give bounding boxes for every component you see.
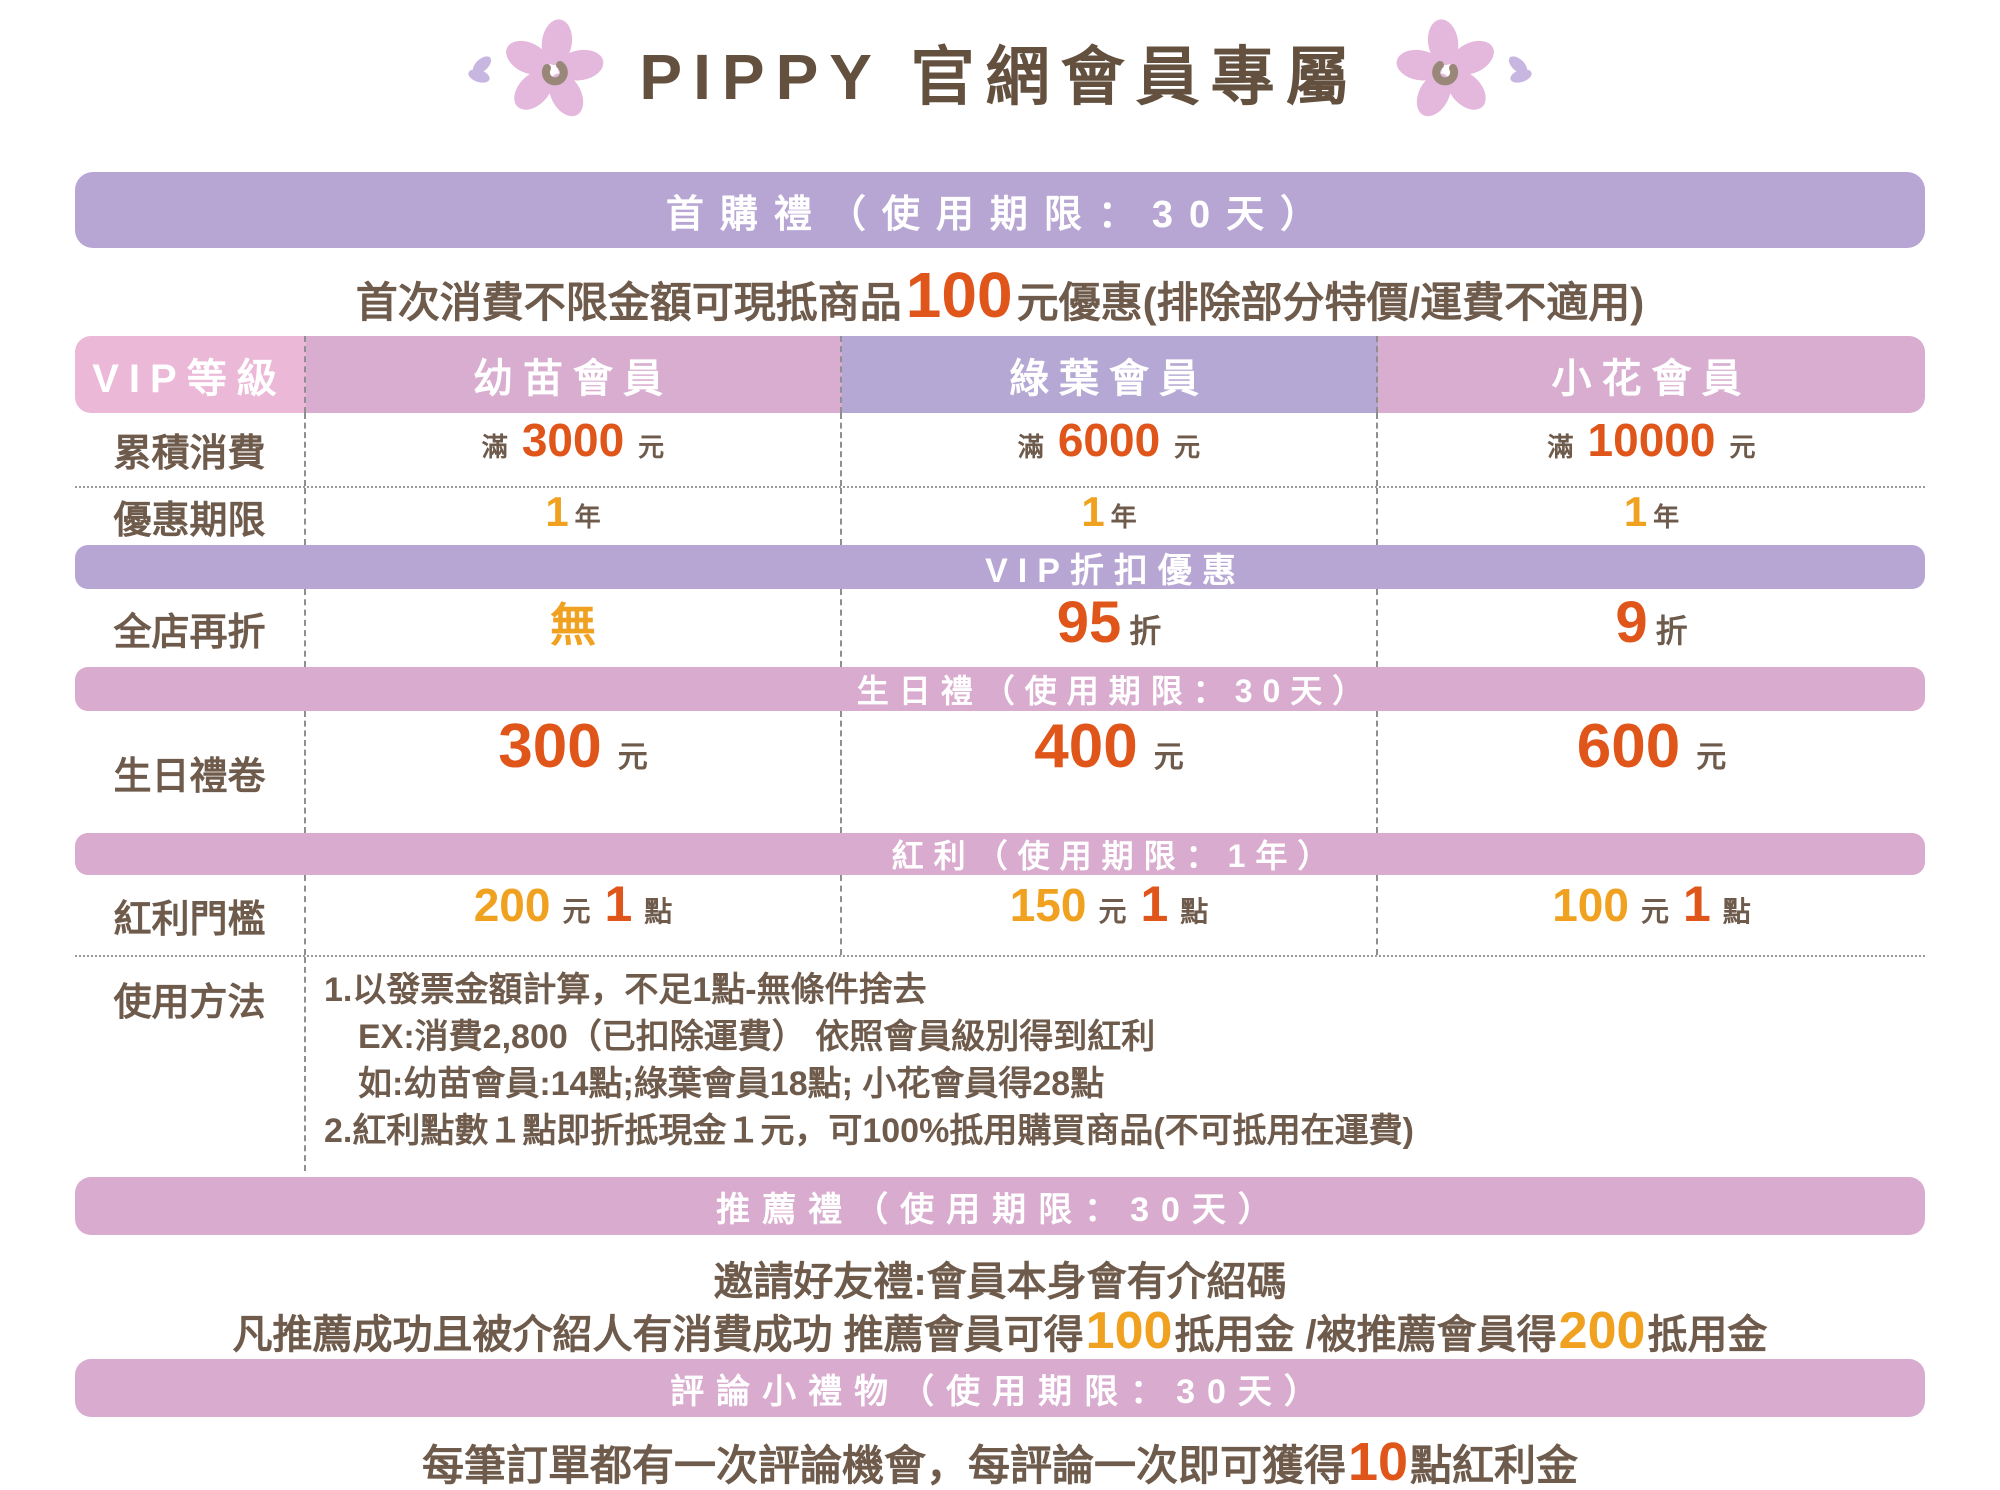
unit-yuan: 元 (638, 432, 665, 462)
points-value: 1 (604, 876, 633, 932)
sakura-flower-icon (468, 19, 604, 117)
petals (1396, 19, 1494, 117)
points-value: 1 (1682, 876, 1711, 932)
period-value: 1 (545, 488, 569, 535)
row-label: 使用方法 (113, 982, 266, 1024)
unit-man: 滿 (1547, 432, 1574, 462)
referral-gift-banner: 推薦禮（使用期限：30天） (75, 1177, 1925, 1235)
birthday-gift-banner: 生日禮（使用期限：30天） (75, 667, 1925, 711)
vip-discount-banner: VIP折扣優惠 (75, 545, 1925, 590)
review-post: 點紅利金 (1410, 1442, 1579, 1489)
referral-mid: 抵用金 /被推薦會員得 (1174, 1313, 1557, 1357)
referral-reward-line: 凡推薦成功且被介紹人有消費成功 推薦會員可得 100 抵用金 /被推薦會員得 2… (0, 1301, 2000, 1360)
row-bonus-threshold: 紅利門檻 200 元 1 點 150 元 1 點 100 元 1 點 (75, 875, 1925, 957)
membership-table: VIP等級 幼苗會員 綠葉會員 小花會員 累積消費 滿 3000 元 滿 6000 元 … (75, 336, 1925, 1171)
first-purchase-banner: 首購禮（使用期限：30天） (75, 172, 1925, 248)
spend-value: 3000 (521, 414, 625, 466)
unit-dian: 點 (1180, 896, 1209, 927)
threshold-value: 100 (1552, 879, 1629, 931)
unit-yuan: 元 (1174, 432, 1201, 462)
unit-zhe: 折 (1129, 613, 1162, 649)
sakura-flower-icon-mirrored (1396, 19, 1532, 117)
unit-yuan: 元 (1729, 432, 1756, 462)
petals (506, 19, 604, 117)
discount-none: 無 (550, 599, 596, 651)
usage-line-2: EX:消費2,800（已扣除運費） 依照會員級別得到紅利 (358, 1018, 1156, 1056)
header-littleflower-member: 小花會員 (1378, 336, 1925, 413)
bonus-points-banner: 紅利（使用期限：1年） (75, 833, 1925, 875)
usage-instructions: 1.以發票金額計算，不足1點-無條件捨去 EX:消費2,800（已扣除運費） 依… (306, 957, 1925, 1171)
unit-yuan: 元 (562, 896, 591, 927)
header-seedling-member: 幼苗會員 (306, 336, 842, 413)
unit-yuan: 元 (1153, 741, 1184, 774)
points-value: 1 (1140, 876, 1169, 932)
unit-dian: 點 (644, 896, 673, 927)
desc-amount: 100 (905, 259, 1013, 331)
discount-value: 95 (1056, 590, 1122, 655)
referral-post: 抵用金 (1647, 1313, 1768, 1357)
referral-amount-2: 200 (1558, 1302, 1646, 1360)
referral-amount-1: 100 (1085, 1302, 1173, 1360)
voucher-value: 600 (1576, 712, 1681, 781)
voucher-value: 400 (1034, 712, 1138, 781)
unit-yuan: 元 (1696, 741, 1727, 774)
review-gift-banner: 評論小禮物（使用期限：30天） (75, 1359, 1925, 1417)
desc-post: 元優惠(排除部分特價/運費不適用) (1016, 279, 1645, 326)
period-value: 1 (1081, 488, 1105, 535)
row-birthday-voucher: 生日禮卷 300 元 400 元 600 元 (75, 711, 1925, 833)
unit-man: 滿 (481, 432, 508, 462)
row-label: 紅利門檻 (113, 898, 266, 941)
row-label: 生日禮卷 (113, 755, 266, 798)
spend-value: 10000 (1587, 414, 1716, 466)
row-usage-method: 使用方法 1.以發票金額計算，不足1點-無條件捨去 EX:消費2,800（已扣除… (75, 957, 1925, 1171)
usage-line-4: 2.紅利點數１點即折抵現金１元，可100%抵用購買商品(不可抵用在運費) (324, 1112, 1414, 1150)
usage-line-3: 如:幼苗會員:14點;綠葉會員18點; 小花會員得28點 (358, 1065, 1105, 1103)
flower-center (542, 61, 569, 86)
threshold-value: 200 (473, 879, 551, 931)
flower-center (1431, 61, 1458, 86)
table-header-row: VIP等級 幼苗會員 綠葉會員 小花會員 (75, 336, 1925, 413)
unit-year: 年 (574, 502, 601, 532)
discount-value: 9 (1615, 590, 1648, 655)
title-row: PIPPY 官網會員專屬 (0, 19, 2000, 124)
bud-icon (1508, 56, 1532, 83)
unit-yuan: 元 (1098, 896, 1127, 927)
row-label: 累積消費 (113, 433, 266, 475)
row-label: 全店再折 (113, 611, 266, 654)
spend-value: 6000 (1057, 414, 1161, 466)
unit-zhe: 折 (1655, 613, 1688, 649)
page-title: PIPPY 官網會員專屬 (639, 41, 1361, 113)
header-greenleaf-member: 綠葉會員 (842, 336, 1378, 413)
usage-line-1: 1.以發票金額計算，不足1點-無條件捨去 (324, 971, 927, 1009)
referral-invite-line: 邀請好友禮:會員本身會有介紹碼 (713, 1260, 1287, 1304)
unit-year: 年 (1110, 502, 1137, 532)
review-pre: 每筆訂單都有一次評論機會，每評論一次即可獲得 (421, 1442, 1346, 1489)
threshold-value: 150 (1009, 879, 1087, 931)
referral-pre: 凡推薦成功且被介紹人有消費成功 推薦會員可得 (232, 1313, 1084, 1357)
first-purchase-desc: 首次消費不限金額可現抵商品 100 元優惠(排除部分特價/運費不適用) (0, 258, 2000, 331)
review-amount: 10 (1347, 1432, 1409, 1490)
voucher-value: 300 (498, 712, 602, 781)
bud-icon (468, 56, 492, 83)
header-vip-level: VIP等級 (75, 336, 306, 413)
unit-dian: 點 (1722, 896, 1751, 927)
unit-year: 年 (1653, 502, 1680, 532)
row-label: 優惠期限 (113, 500, 266, 542)
unit-yuan: 元 (1640, 896, 1669, 927)
period-value: 1 (1623, 488, 1648, 535)
desc-pre: 首次消費不限金額可現抵商品 (355, 279, 902, 326)
row-accumulated-spend: 累積消費 滿 3000 元 滿 6000 元 滿 10000 元 (75, 413, 1925, 488)
unit-man: 滿 (1017, 432, 1044, 462)
unit-yuan: 元 (617, 741, 648, 774)
review-reward-line: 每筆訂單都有一次評論機會，每評論一次即可獲得 10 點紅利金 (0, 1431, 2000, 1490)
